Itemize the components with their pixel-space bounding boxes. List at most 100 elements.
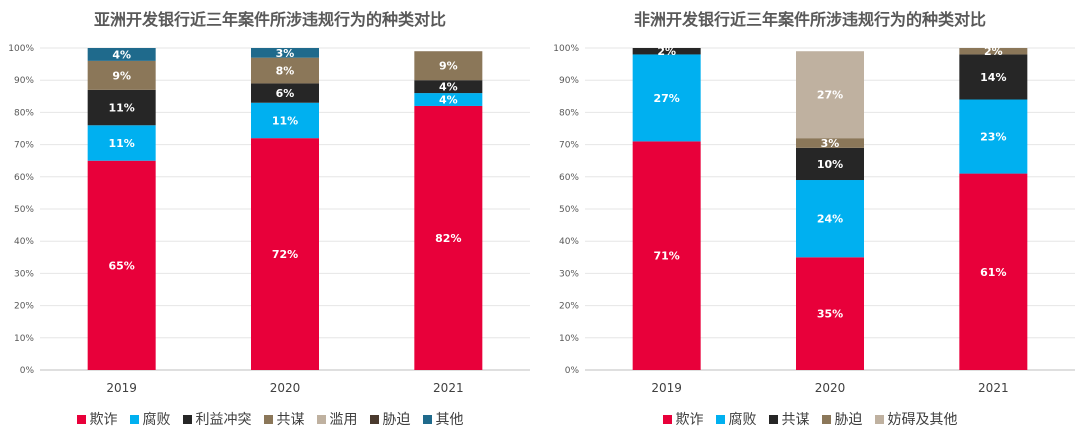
data-label: 27% <box>817 89 843 102</box>
data-label: 11% <box>108 137 134 150</box>
data-label: 65% <box>108 259 134 272</box>
legend-swatch <box>874 414 884 424</box>
legend-label: 共谋 <box>781 412 810 428</box>
bar-segment <box>87 60 156 90</box>
bar-segment <box>632 141 701 370</box>
bar-segment <box>414 80 483 94</box>
bar-segment <box>796 180 864 258</box>
data-label: 9% <box>439 60 458 73</box>
bar-segment <box>959 99 1028 174</box>
legend-swatch <box>182 414 192 424</box>
chart-plot: 0% 10% 20% 30% 40% 50% 60% 70% 80% 90% 100% 71% 27% 2… <box>553 44 1075 395</box>
x-tick-label: 2019 <box>106 381 137 395</box>
y-tick-label: 80% <box>14 108 34 118</box>
data-label: 6% <box>276 87 295 100</box>
chart-legend: 欺诈 腐败 共谋 胁迫 妨碍及其他 <box>540 409 1080 429</box>
legend-swatch <box>76 414 86 424</box>
bar-segment <box>87 48 156 61</box>
legend-label: 滥用 <box>329 412 358 428</box>
legend-item: 其他 <box>422 409 464 429</box>
data-label: 3% <box>821 137 840 150</box>
legend-swatch <box>715 414 725 424</box>
legend-label: 胁迫 <box>382 412 411 428</box>
y-tick-label: 50% <box>14 205 34 215</box>
legend-label: 欺诈 <box>89 412 118 428</box>
y-tick-label: 60% <box>559 173 579 183</box>
data-label: 11% <box>108 102 134 115</box>
bar-segment <box>632 54 701 142</box>
bar-segment <box>796 138 864 148</box>
x-tick-label: 2021 <box>433 381 464 395</box>
y-tick-label: 0% <box>565 366 580 376</box>
legend-swatch <box>768 414 778 424</box>
chart-title: 亚洲开发银行近三年案件所涉违规行为的种类对比 <box>93 10 446 29</box>
bar-segment <box>87 125 156 161</box>
legend-item: 胁迫 <box>369 409 411 429</box>
bar-segment <box>796 51 864 139</box>
x-tick-label: 2020 <box>815 381 846 395</box>
data-label: 10% <box>817 158 843 171</box>
y-tick-label: 70% <box>14 141 34 151</box>
y-tick-label: 20% <box>559 302 579 312</box>
legend-swatch <box>263 414 273 424</box>
legend-item: 欺诈 <box>76 409 118 429</box>
bar-segment <box>251 83 319 103</box>
bar-segment <box>87 160 156 370</box>
bar-segment <box>251 57 319 84</box>
x-tick-label: 2020 <box>270 381 301 395</box>
legend-item: 滥用 <box>316 409 358 429</box>
y-tick-label: 50% <box>559 205 579 215</box>
y-tick-label: 70% <box>559 141 579 151</box>
y-tick-label: 100% <box>553 44 579 54</box>
legend-swatch <box>369 414 379 424</box>
bar-segment <box>796 257 864 370</box>
chart-legend: 欺诈 腐败 利益冲突 共谋 滥用 胁迫 其他 <box>0 409 540 429</box>
y-tick-label: 90% <box>14 76 34 86</box>
legend-swatch <box>129 414 139 424</box>
legend-label: 妨碍及其他 <box>887 412 958 428</box>
y-tick-label: 10% <box>559 334 579 344</box>
bar-segment <box>251 48 319 58</box>
legend-item: 腐败 <box>715 409 757 429</box>
bar-segment <box>251 102 319 139</box>
x-tick-label: 2021 <box>978 381 1009 395</box>
data-label: 61% <box>980 266 1006 279</box>
legend-item: 腐败 <box>129 409 171 429</box>
legend-swatch <box>316 414 326 424</box>
data-label: 9% <box>112 69 131 82</box>
legend-swatch <box>422 414 432 424</box>
bar-segment <box>414 51 483 81</box>
chart-title: 非洲开发银行近三年案件所涉违规行为的种类对比 <box>633 10 986 29</box>
data-label: 3% <box>276 47 295 60</box>
legend-label: 腐败 <box>728 412 757 428</box>
y-tick-label: 100% <box>8 44 34 54</box>
data-label: 71% <box>653 250 679 263</box>
legend-item: 妨碍及其他 <box>874 409 958 429</box>
bar-segment <box>414 93 483 106</box>
y-tick-label: 0% <box>20 366 35 376</box>
y-tick-label: 80% <box>559 108 579 118</box>
legend-item: 共谋 <box>263 409 305 429</box>
legend-label: 利益冲突 <box>195 412 252 428</box>
y-tick-label: 40% <box>14 237 34 247</box>
legend-item: 共谋 <box>768 409 810 429</box>
data-label: 2% <box>984 45 1003 58</box>
bar-segment <box>87 89 156 126</box>
legend-label: 欺诈 <box>675 412 704 428</box>
bar-segment <box>959 54 1028 100</box>
y-tick-label: 10% <box>14 334 34 344</box>
data-label: 72% <box>272 248 298 261</box>
data-label: 82% <box>435 232 461 245</box>
data-label: 11% <box>272 114 298 127</box>
bar-segment <box>959 173 1028 370</box>
data-label: 27% <box>653 92 679 105</box>
legend-label: 腐败 <box>142 412 171 428</box>
legend-label: 共谋 <box>276 412 305 428</box>
bar-segment <box>414 105 483 371</box>
y-tick-label: 30% <box>14 269 34 279</box>
data-label: 4% <box>112 48 131 61</box>
y-tick-label: 20% <box>14 302 34 312</box>
bar-segment <box>796 147 864 181</box>
data-label: 24% <box>817 213 843 226</box>
data-label: 35% <box>817 308 843 321</box>
